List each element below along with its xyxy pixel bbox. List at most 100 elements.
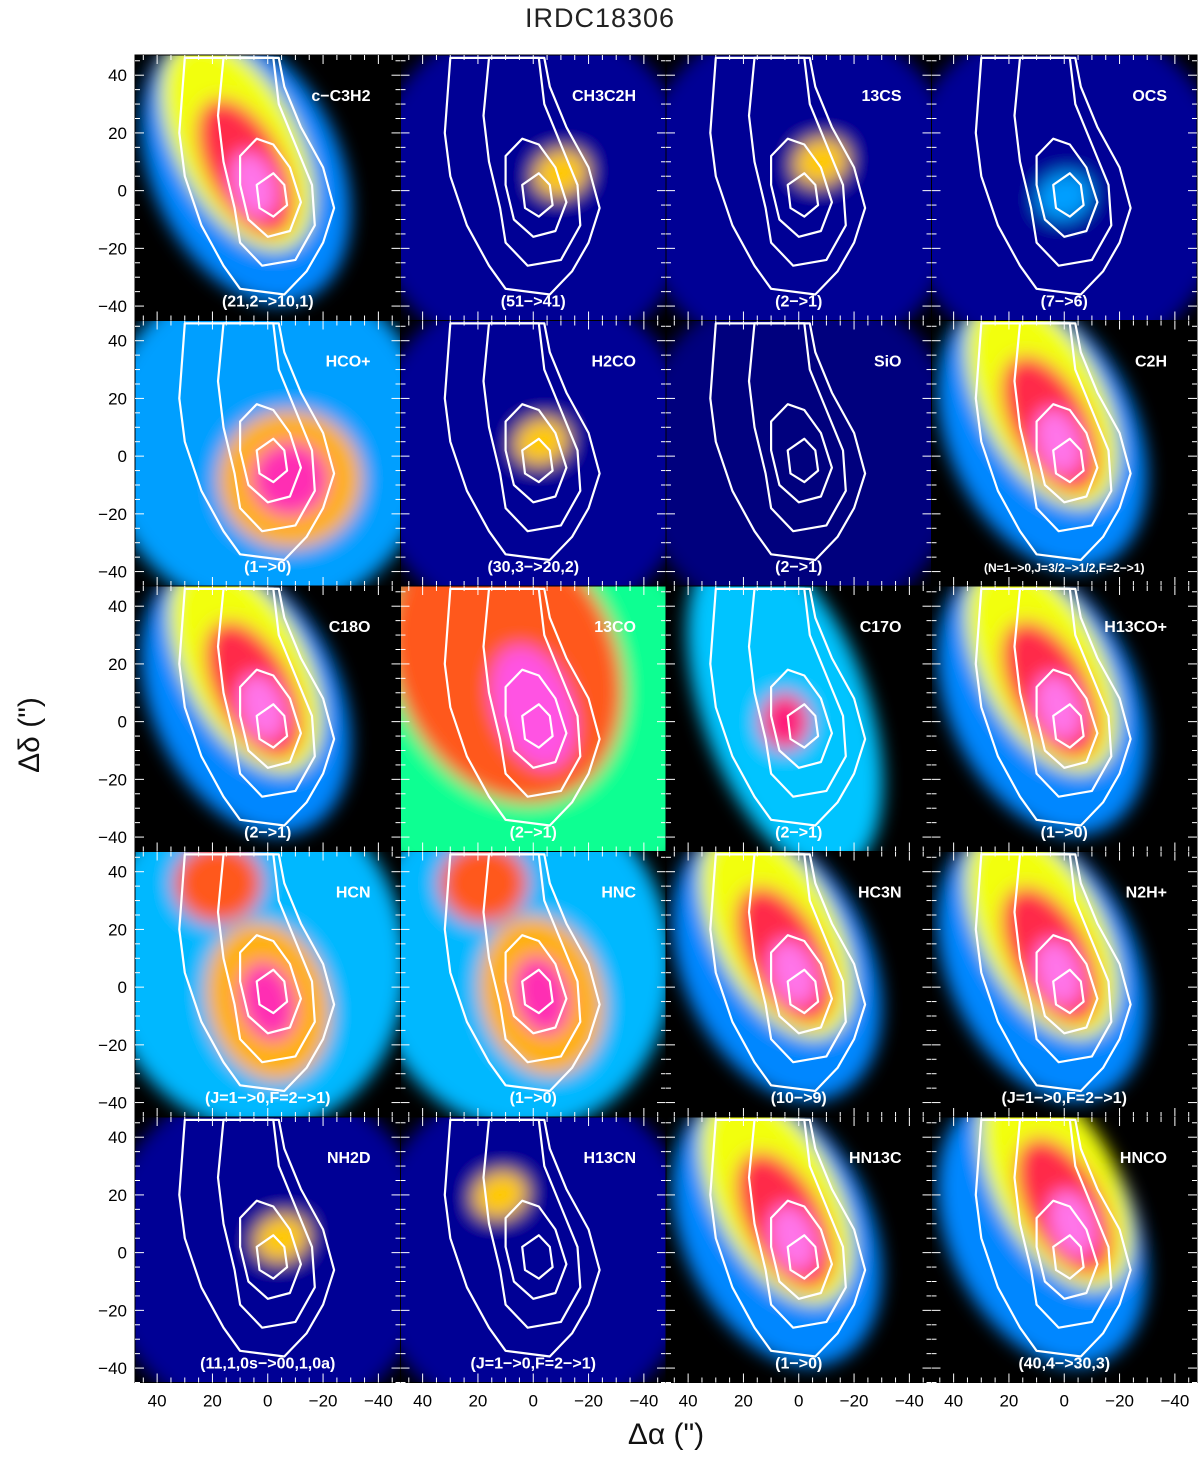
channel-map-panel: C17O (2−>1): [665, 585, 932, 852]
x-tick-label: 40: [148, 1392, 167, 1411]
y-tick-label: 0: [118, 447, 127, 466]
transition-label: (1−>0): [510, 1090, 557, 1107]
continuum-contour-4: [786, 172, 820, 218]
continuum-contour-3: [769, 668, 834, 769]
emission-map: [400, 1117, 666, 1383]
continuum-contour-2: [482, 587, 582, 798]
continuum-contour-4: [1052, 437, 1085, 484]
continuum-contour-2: [482, 1118, 582, 1329]
molecule-label: HNC: [601, 885, 636, 902]
emission-map: [400, 55, 666, 321]
x-axis-title: Δα ("): [627, 1418, 705, 1451]
channel-map-panel: c−C3H2 (21,2−>10,1): [134, 54, 401, 321]
y-tick-label: 20: [108, 920, 127, 939]
continuum-contour-3: [504, 1199, 568, 1300]
continuum-contour-4: [786, 703, 820, 749]
continuum-contour-3: [504, 137, 568, 238]
transition-label: (N=1−>0,J=3/2−>1/2,F=2−>1): [984, 561, 1144, 575]
molecule-label: HNCO: [1120, 1150, 1167, 1167]
continuum-contour-1: [709, 853, 867, 1093]
continuum-contour-3: [239, 1199, 302, 1300]
x-tick-label: 0: [529, 1392, 538, 1411]
continuum-contour-2: [482, 56, 582, 267]
continuum-contour-2: [1013, 322, 1113, 533]
channel-map-panel: HNC (1−>0): [400, 851, 667, 1118]
continuum-contour-1: [443, 853, 601, 1093]
channel-map-panel: H2CO (30,3−>20,2): [400, 320, 667, 587]
continuum-contour-3: [769, 403, 834, 504]
figure-title: IRDC18306: [524, 3, 676, 33]
continuum-contour-3: [1035, 403, 1099, 504]
transition-label: (J=1−>0,F=2−>1): [205, 1090, 330, 1107]
continuum-contour-4: [786, 1234, 820, 1280]
molecule-label: H13CO+: [1104, 619, 1167, 636]
continuum-contour-2: [1013, 56, 1113, 267]
continuum-contour-1: [178, 853, 336, 1093]
x-tick-label: −40: [629, 1392, 658, 1411]
x-tick-label: −20: [1105, 1392, 1134, 1411]
continuum-contour-1: [974, 853, 1132, 1093]
channel-map-panel: HN13C (1−>0): [665, 1116, 932, 1383]
y-tick-label: 20: [108, 655, 127, 674]
continuum-contour-3: [239, 137, 302, 238]
transition-label: (30,3−>20,2): [487, 559, 579, 576]
molecule-label: HC3N: [858, 885, 902, 902]
continuum-contour-4: [1052, 703, 1085, 749]
continuum-contour-1: [709, 1118, 867, 1358]
transition-label: (7−>6): [1041, 294, 1088, 311]
transition-label: (J=1−>0,F=2−>1): [471, 1356, 596, 1373]
molecule-label: N2H+: [1126, 885, 1167, 902]
continuum-contour-4: [255, 703, 289, 749]
x-tick-label: −20: [574, 1392, 603, 1411]
continuum-contour-1: [178, 56, 336, 296]
continuum-contour-1: [974, 587, 1132, 827]
molecule-label: C17O: [860, 619, 902, 636]
continuum-contour-3: [239, 403, 302, 504]
y-tick-label: −40: [98, 563, 127, 582]
continuum-contour-2: [216, 322, 316, 533]
continuum-contour-2: [216, 1118, 316, 1329]
y-tick-label: −20: [98, 1301, 127, 1320]
molecule-label: OCS: [1132, 88, 1167, 105]
continuum-contour-4: [255, 437, 289, 484]
channel-map-panel: H13CN (J=1−>0,F=2−>1): [400, 1116, 667, 1383]
continuum-contour-1: [974, 322, 1132, 562]
x-tick-label: 0: [263, 1392, 272, 1411]
continuum-contour-2: [1013, 587, 1113, 798]
continuum-contour-3: [769, 1199, 834, 1300]
transition-label: (1−>0): [1041, 825, 1088, 842]
x-tick-label: 20: [203, 1392, 222, 1411]
molecule-label: HCO+: [326, 354, 371, 371]
y-tick-label: 40: [108, 66, 127, 85]
channel-map-panel: C18O (2−>1): [134, 585, 401, 852]
continuum-contour-4: [786, 968, 820, 1015]
continuum-contour-1: [709, 322, 867, 562]
molecule-label: HCN: [336, 885, 371, 902]
x-tick-label: −40: [1160, 1392, 1189, 1411]
molecule-label: 13CS: [861, 88, 901, 105]
y-tick-label: −20: [98, 239, 127, 258]
y-tick-label: −40: [98, 1359, 127, 1378]
emission-map: [687, 586, 883, 852]
transition-label: (1−>0): [775, 1356, 822, 1373]
channel-map-panel: HNCO (40,4−>30,3): [931, 1116, 1198, 1383]
x-tick-label: 40: [679, 1392, 698, 1411]
continuum-contour-3: [239, 934, 302, 1035]
continuum-contour-2: [216, 853, 316, 1064]
continuum-contour-1: [178, 587, 336, 827]
continuum-contour-3: [1035, 137, 1099, 238]
continuum-contour-1: [443, 1118, 601, 1358]
channel-map-panel: H13CO+ (1−>0): [931, 585, 1198, 852]
continuum-contour-1: [443, 587, 601, 827]
emission-map: [937, 1117, 1147, 1367]
transition-label: (40,4−>30,3): [1018, 1356, 1110, 1373]
y-tick-label: 40: [108, 1128, 127, 1147]
y-tick-label: −20: [98, 1036, 127, 1055]
emission-map: [400, 320, 666, 586]
continuum-contour-2: [482, 322, 582, 533]
y-tick-label: −20: [98, 505, 127, 524]
continuum-contour-2: [216, 587, 316, 798]
continuum-contour-4: [1052, 172, 1085, 218]
x-tick-label: 40: [944, 1392, 963, 1411]
transition-label: (21,2−>10,1): [222, 294, 314, 311]
